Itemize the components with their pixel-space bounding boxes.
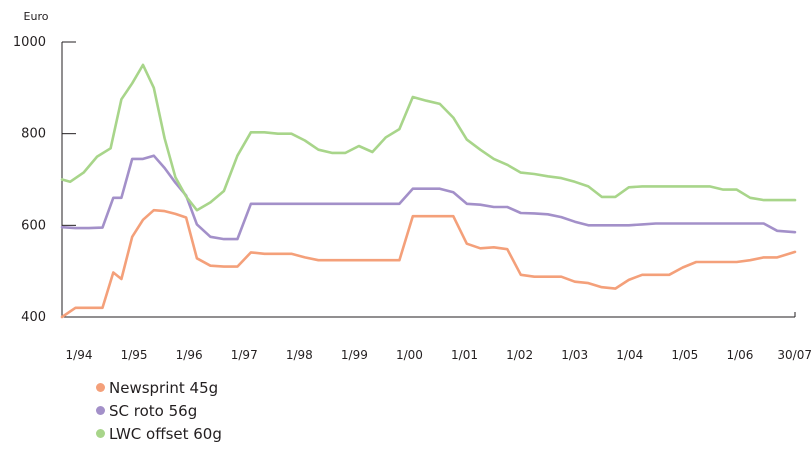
y-unit-label: Euro — [24, 10, 49, 23]
legend-item-newsprint: Newsprint 45g — [96, 376, 396, 399]
series-line-newsprint — [60, 208, 797, 319]
x-tick-label: 1/06 — [726, 348, 753, 362]
x-tick-label: 1/99 — [341, 348, 368, 362]
legend-dot-newsprint — [96, 383, 105, 392]
legend-label-lwc-offset: LWC offset 60g — [109, 424, 222, 443]
x-tick-label: 1/97 — [231, 348, 258, 362]
x-tick-label: 1/00 — [396, 348, 423, 362]
legend-dot-sc-roto — [96, 406, 105, 415]
x-tick-label: 1/94 — [66, 348, 93, 362]
x-tick-label: 1/02 — [506, 348, 533, 362]
series-line-sc-roto — [60, 154, 797, 241]
x-tick-label: 30/07 — [777, 348, 812, 362]
x-tick-label: 1/96 — [176, 348, 203, 362]
x-tick-label: 1/98 — [286, 348, 313, 362]
x-tick-label: 1/95 — [121, 348, 148, 362]
legend-label-newsprint: Newsprint 45g — [109, 378, 219, 397]
legend-label-sc-roto: SC roto 56g — [109, 401, 198, 420]
y-tick-label: 800 — [21, 127, 46, 142]
legend-item-lwc-offset: LWC offset 60g — [96, 422, 396, 445]
legend-dot-lwc-offset — [96, 429, 105, 438]
x-tick-label: 1/04 — [616, 348, 643, 362]
legend-item-sc-roto: SC roto 56g — [96, 399, 396, 422]
x-tick-label: 1/03 — [561, 348, 588, 362]
series-line-lwc-offset — [60, 63, 797, 212]
y-tick-label: 400 — [21, 310, 46, 325]
legend: Newsprint 45g SC roto 56g LWC offset 60g — [96, 376, 396, 449]
series-group — [60, 63, 797, 319]
y-tick-group: 1000 800 600 400 — [13, 35, 796, 325]
y-tick-label: 600 — [21, 218, 46, 233]
x-tick-label: 1/05 — [671, 348, 698, 362]
y-tick-label: 1000 — [13, 35, 46, 50]
x-tick-label: 1/01 — [451, 348, 478, 362]
x-tick-group: 1/94 1/95 1/96 1/97 1/98 1/99 1/00 1/01 1/02 1/03… — [66, 348, 812, 362]
